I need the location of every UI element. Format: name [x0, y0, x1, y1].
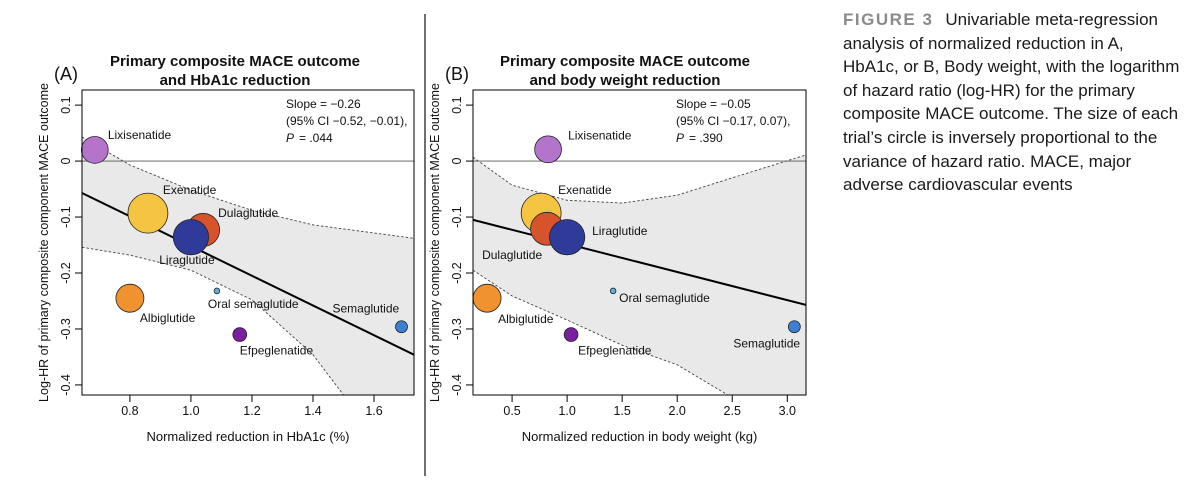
panel-label: (A) [54, 64, 78, 84]
ci-band [473, 154, 806, 395]
bubble-label: Dulaglutide [218, 206, 278, 220]
annotation: Slope = −0.26 [286, 97, 361, 111]
x-tick-label: 1.0 [182, 404, 199, 418]
x-axis-label: Normalized reduction in HbA1c (%) [146, 429, 349, 444]
bubble-label: Liraglutide [159, 253, 215, 267]
chart-title: and body weight reduction [530, 72, 721, 89]
bubble-label: Efpeglenatide [578, 344, 652, 358]
ci-line [82, 246, 344, 395]
y-tick-label: 0 [450, 158, 464, 165]
bubble [127, 192, 169, 234]
bubble [213, 287, 221, 295]
figure: LixisenatideExenatideDulaglutideLiraglut… [37, 14, 807, 476]
caption: FIGURE 3 Univariable meta-regression anal… [843, 8, 1181, 197]
y-tick-label: -0.3 [450, 318, 464, 340]
bubble-label: Exenatide [558, 183, 612, 197]
annotation: P [286, 131, 294, 145]
x-tick-label: 2.5 [724, 404, 741, 418]
bubble [395, 320, 408, 334]
bubble [609, 287, 617, 295]
y-axis-label: Log-HR of primary composite component MA… [428, 83, 442, 402]
y-tick-label: 0.1 [450, 96, 464, 113]
x-tick-label: 0.8 [121, 404, 138, 418]
bubble [534, 135, 562, 164]
y-tick-label: 0 [59, 158, 73, 165]
bubble-label: Exenatide [163, 183, 217, 197]
caption-text: Univariable meta-regression analysis of … [843, 10, 1180, 195]
y-tick-label: -0.4 [450, 374, 464, 396]
bubble [472, 283, 502, 313]
x-tick-label: 1.0 [558, 404, 575, 418]
x-tick-label: 1.4 [304, 404, 321, 418]
ci-band [82, 137, 414, 395]
x-tick-label: 2.0 [669, 404, 686, 418]
chart-title: Primary composite MACE outcome [500, 53, 750, 70]
bubble [549, 219, 586, 256]
y-tick-label: -0.1 [450, 206, 464, 228]
plot-frame [472, 89, 807, 396]
annotation: Slope = −0.05 [676, 97, 751, 111]
x-axis-label: Normalized reduction in body weight (kg) [522, 429, 758, 444]
y-tick-label: -0.2 [450, 262, 464, 284]
ci-line [82, 136, 414, 239]
bubble [563, 327, 579, 342]
y-tick-label: -0.4 [59, 374, 73, 396]
bubble-label: Lixisenatide [108, 128, 172, 142]
y-tick-label: -0.3 [59, 318, 73, 340]
bubble-label: Semaglutide [332, 302, 399, 316]
bubble-label: Oral semaglutide [619, 291, 710, 305]
annotation: (95% CI −0.17, 0.07), [676, 114, 790, 128]
chart-title: Primary composite MACE outcome [110, 53, 360, 70]
annotation: = .390 [689, 131, 723, 145]
bubble [172, 219, 210, 256]
chart-title: and HbA1c reduction [160, 72, 311, 89]
bubble [232, 327, 248, 342]
y-tick-label: -0.1 [59, 206, 73, 228]
fit-line [473, 218, 806, 306]
x-tick-label: 3.0 [779, 404, 796, 418]
bubble-label: Semaglutide [733, 337, 800, 351]
bubble-label: Efpeglenatide [240, 344, 314, 358]
bubble-label: Dulaglutide [482, 248, 542, 262]
bubble-label: Albiglutide [498, 312, 554, 326]
figure-label: FIGURE 3 [843, 10, 934, 29]
plot-area [473, 154, 806, 395]
bubble-label: Oral semaglutide [208, 297, 299, 311]
y-tick-label: -0.2 [59, 262, 73, 284]
plot-frame [81, 89, 415, 396]
bubble [115, 283, 145, 313]
x-tick-label: 1.6 [365, 404, 382, 418]
bubble-label: Albiglutide [140, 311, 196, 325]
x-tick-label: 0.5 [503, 404, 520, 418]
annotation: = .044 [299, 131, 333, 145]
y-axis-label: Log-HR of primary composite component MA… [37, 83, 51, 402]
bubble-label: Liraglutide [592, 224, 648, 238]
x-tick-label: 1.5 [613, 404, 630, 418]
annotation: P [676, 131, 684, 145]
bubble-label: Lixisenatide [568, 128, 632, 142]
annotation: (95% CI −0.52, −0.01), [286, 114, 407, 128]
bubble [80, 136, 109, 164]
panel-label: (B) [445, 64, 469, 84]
x-tick-label: 1.2 [243, 404, 260, 418]
bubble [787, 320, 801, 334]
y-tick-label: 0.1 [59, 96, 73, 113]
ci-line [473, 269, 729, 395]
